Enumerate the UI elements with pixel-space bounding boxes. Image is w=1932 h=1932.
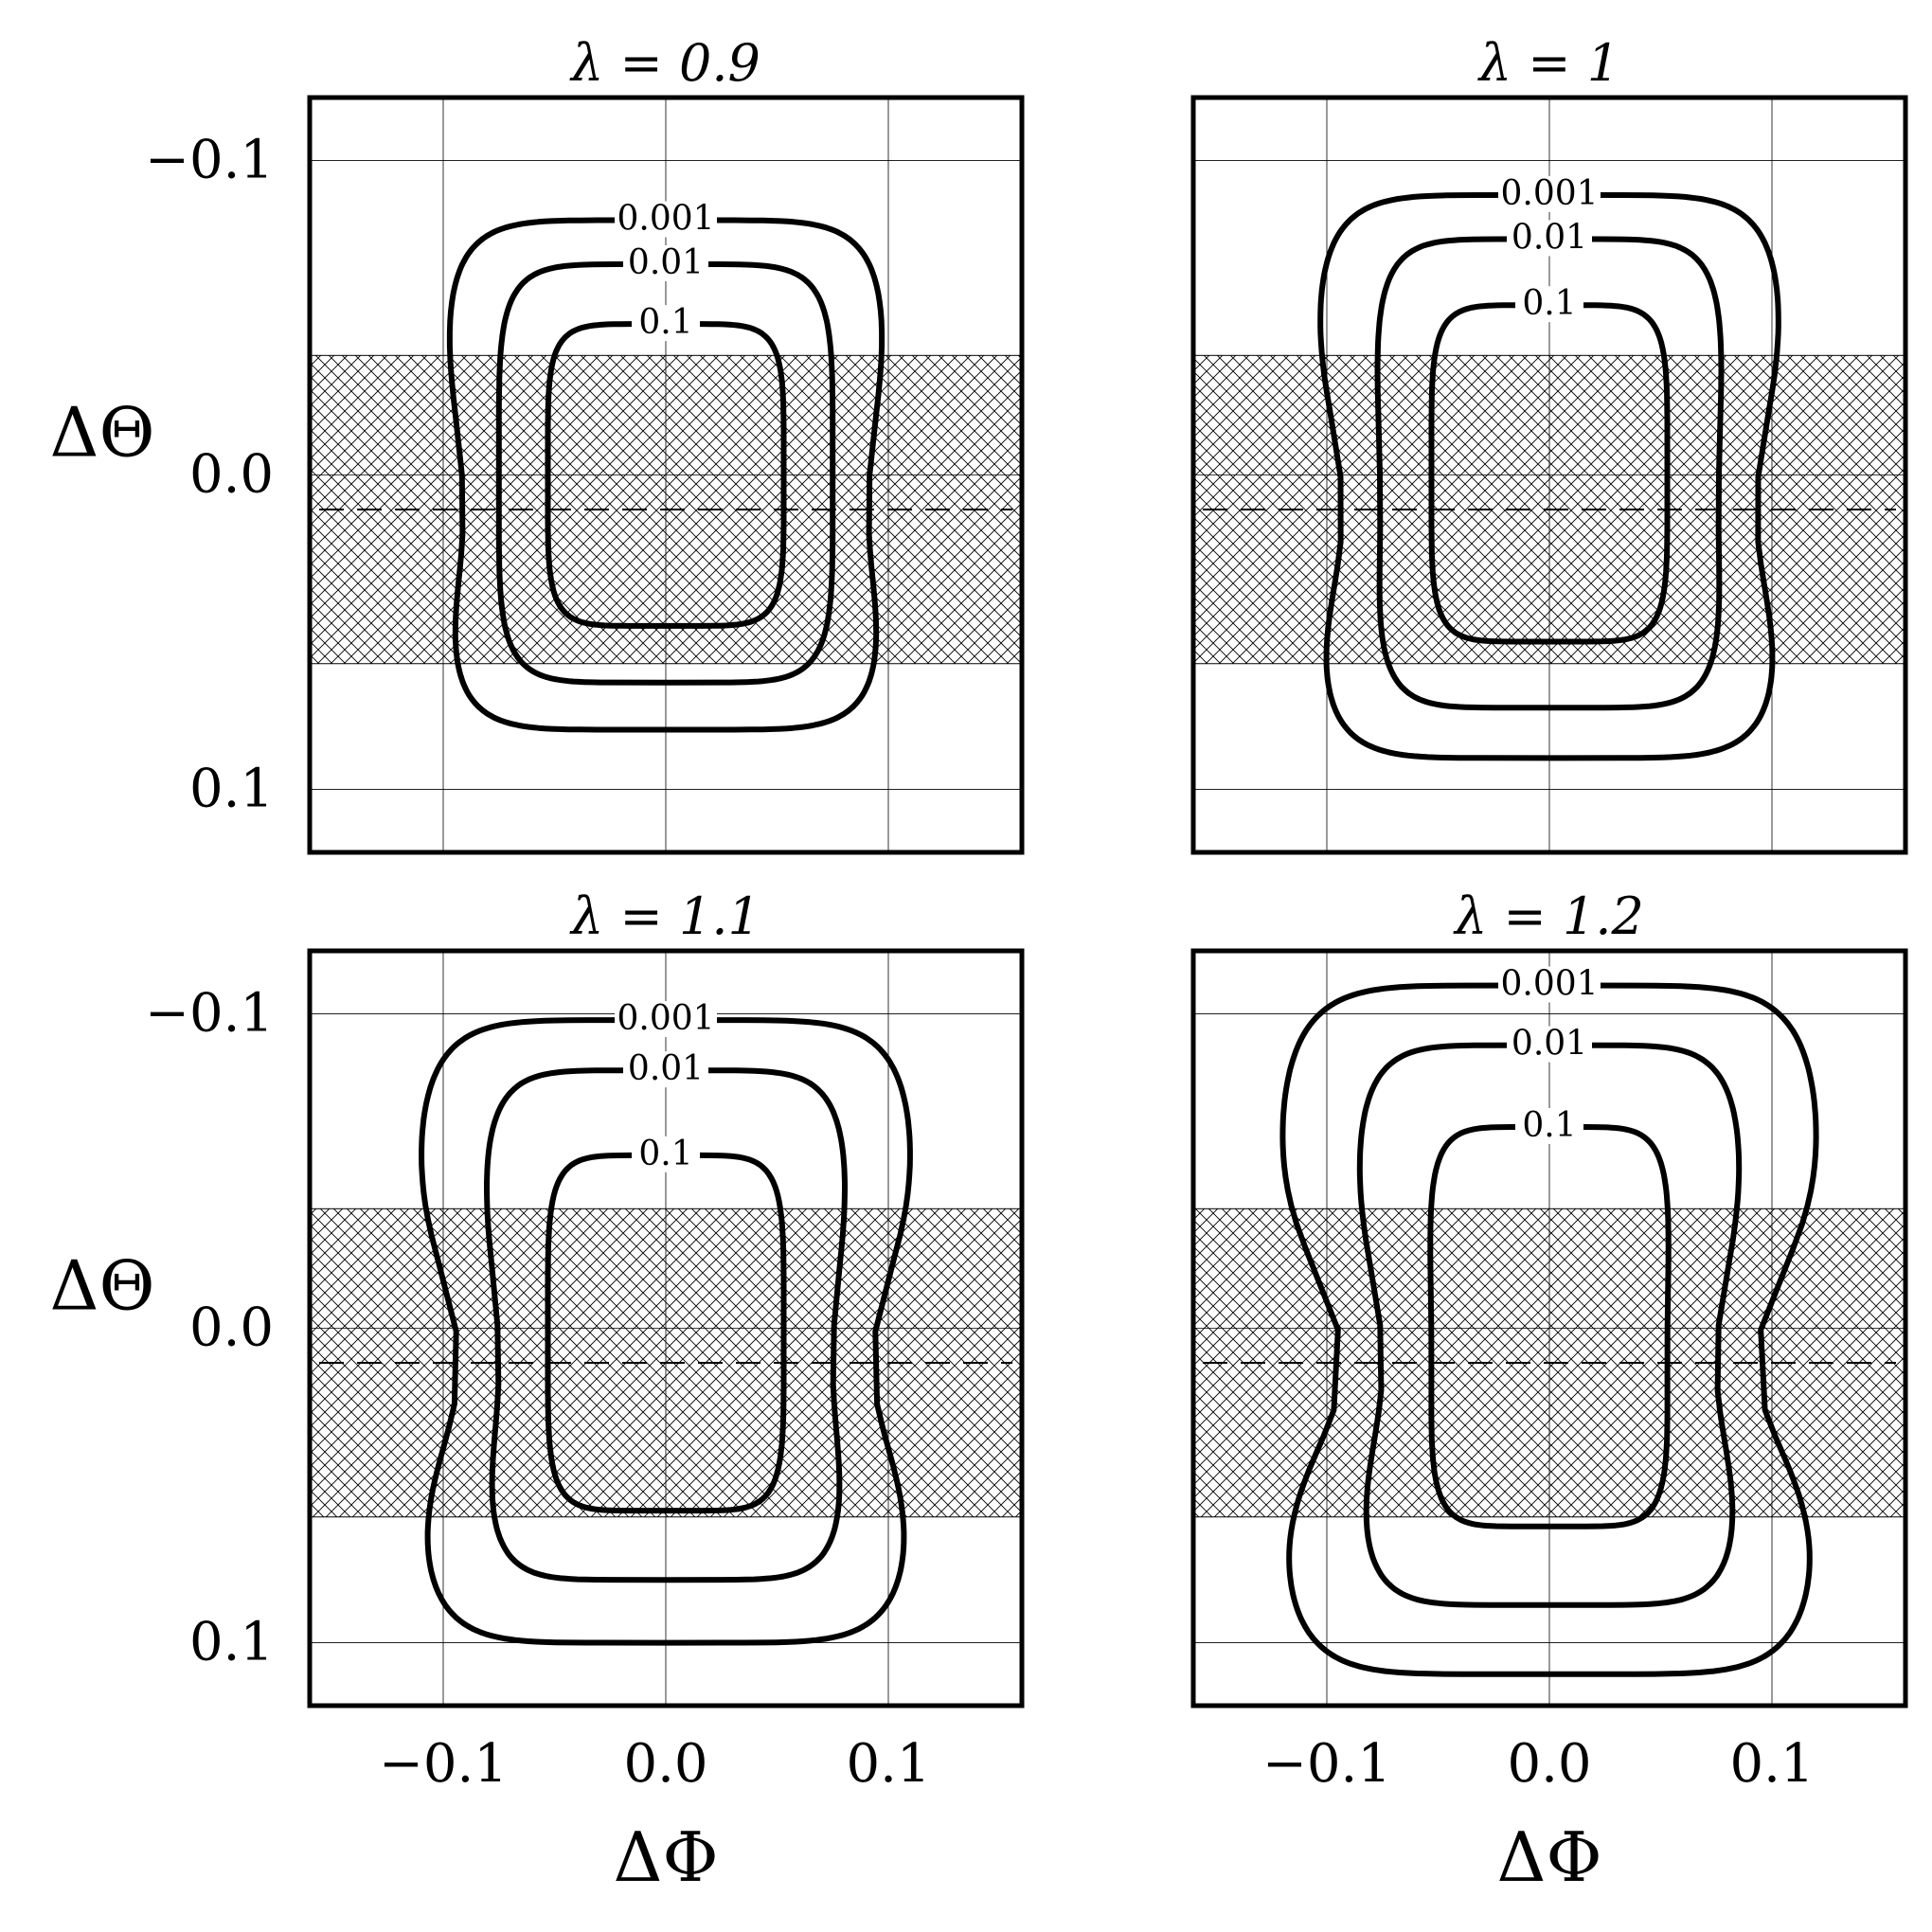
y-axis-label: ΔΘ bbox=[49, 1246, 154, 1326]
contour-label-background bbox=[1507, 220, 1592, 257]
contour-line bbox=[545, 321, 787, 629]
contour-label-background bbox=[1498, 966, 1601, 1003]
panel-3: 0.001 0.01 0.1 λ = 1.1 0.1 0.0 −0.1 −0.1 0.0 0.1 Δ… bbox=[49, 886, 1025, 1897]
plot-frame bbox=[307, 948, 1025, 1708]
contour-line bbox=[1317, 191, 1781, 761]
contour-label: 0.1 bbox=[638, 303, 692, 342]
contour-label: 0.01 bbox=[628, 1049, 704, 1088]
plot-frame bbox=[1190, 95, 1908, 855]
contour-label-background bbox=[632, 305, 700, 342]
contour-line bbox=[446, 217, 886, 733]
contour-line bbox=[1356, 1042, 1743, 1608]
contour-label-background bbox=[632, 1136, 700, 1172]
contour-label-background bbox=[623, 245, 708, 282]
contour-label: 0.001 bbox=[1500, 965, 1598, 1004]
plot-frame bbox=[1190, 948, 1908, 1708]
contour-label: 0.01 bbox=[1512, 218, 1587, 257]
contour-label: 0.1 bbox=[1522, 284, 1576, 323]
contour-line bbox=[545, 1152, 787, 1514]
panel-4: 0.001 0.01 0.1 λ = 1.2 −0.1 0.0 0.1 ΔΦ bbox=[1190, 886, 1908, 1897]
y-tick-label: 0.1 bbox=[189, 1612, 274, 1673]
contour-label: 0.01 bbox=[1512, 1025, 1587, 1064]
contour-label: 0.1 bbox=[1522, 1106, 1576, 1145]
panel-title: λ = 0.9 bbox=[569, 33, 760, 93]
y-axis-label: ΔΘ bbox=[49, 393, 154, 473]
contour-line bbox=[484, 1067, 848, 1583]
plot-frame bbox=[307, 95, 1025, 855]
panel-1: 0.001 0.01 0.1 λ = 0.9 0.1 0.0 −0.1 ΔΘ bbox=[49, 33, 1025, 855]
contour-label: 0.001 bbox=[617, 200, 714, 239]
contour-line bbox=[1428, 302, 1671, 645]
y-tick-label: 0.1 bbox=[189, 759, 274, 820]
contour-label-background bbox=[623, 1051, 708, 1088]
contour-label-background bbox=[1515, 286, 1583, 323]
y-tick-label: −0.1 bbox=[145, 982, 274, 1044]
panel-title: λ = 1 bbox=[1477, 33, 1619, 93]
contour-label: 0.01 bbox=[628, 243, 704, 282]
x-tick-label: 0.0 bbox=[623, 1733, 707, 1795]
panel-2: 0.001 0.01 0.1 λ = 1 bbox=[1190, 33, 1908, 855]
contour-line bbox=[419, 1017, 913, 1646]
x-tick-label: −0.1 bbox=[379, 1733, 508, 1795]
contour-label-background bbox=[1498, 175, 1601, 212]
x-axis-label: ΔΦ bbox=[613, 1817, 718, 1897]
contour-label-background bbox=[1515, 1107, 1583, 1144]
panel-title: λ = 1.1 bbox=[569, 886, 760, 946]
contour-label: 0.001 bbox=[1500, 174, 1598, 213]
contour-line bbox=[1374, 236, 1725, 711]
contour-label: 0.001 bbox=[617, 999, 714, 1038]
x-tick-label: 0.1 bbox=[846, 1733, 930, 1795]
contour-line bbox=[1279, 982, 1819, 1677]
contour-label-background bbox=[1507, 1026, 1592, 1063]
y-tick-label: 0.0 bbox=[189, 444, 274, 506]
contour-label: 0.1 bbox=[638, 1135, 692, 1173]
x-tick-label: 0.0 bbox=[1507, 1733, 1591, 1795]
y-tick-label: −0.1 bbox=[145, 129, 274, 190]
x-tick-label: −0.1 bbox=[1262, 1733, 1391, 1795]
x-tick-label: 0.1 bbox=[1729, 1733, 1814, 1795]
contour-label-background bbox=[615, 1001, 717, 1038]
contour-label-background bbox=[615, 201, 717, 238]
x-axis-label: ΔΦ bbox=[1496, 1817, 1601, 1897]
y-tick-label: 0.0 bbox=[189, 1297, 274, 1359]
contour-line bbox=[1427, 1124, 1672, 1530]
contour-line bbox=[495, 261, 836, 686]
panel-title: λ = 1.2 bbox=[1453, 886, 1644, 946]
